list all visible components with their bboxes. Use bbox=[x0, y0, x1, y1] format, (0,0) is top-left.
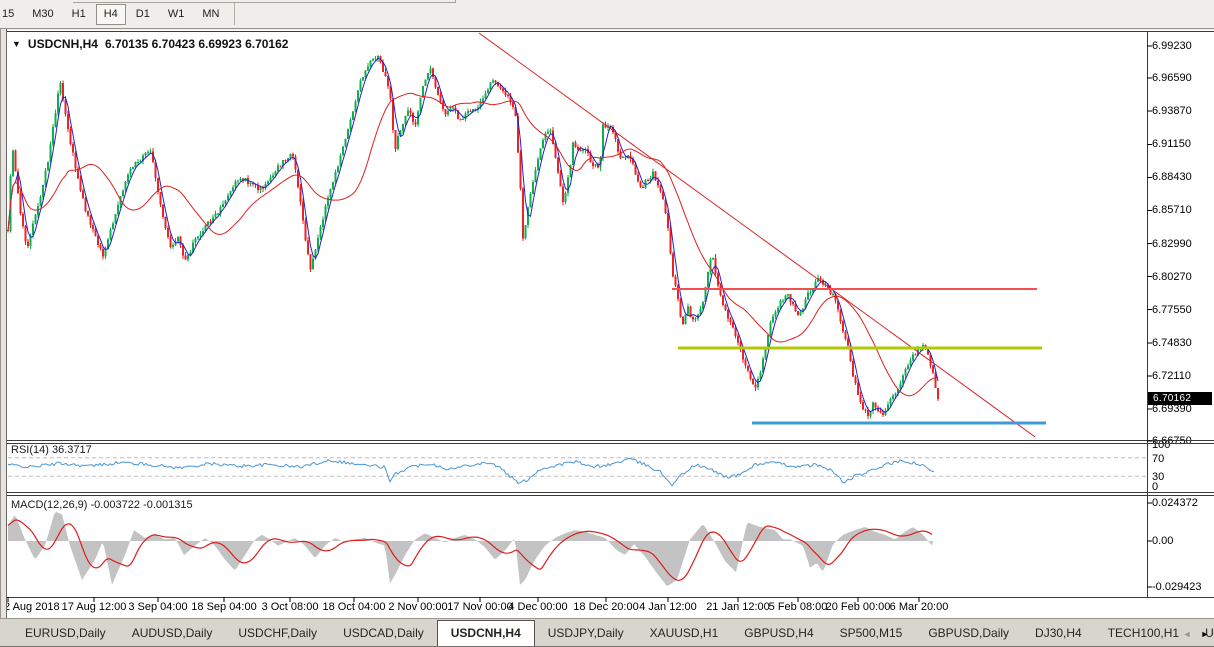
timeframe-button-W1[interactable]: W1 bbox=[167, 8, 185, 20]
time-axis-label: 21 Jan 12:00 bbox=[706, 601, 770, 613]
toolbar-separator bbox=[234, 3, 236, 25]
chart-tab-bar: EURUSD,Daily AUDUSD,Daily USDCHF,Daily USDC… bbox=[0, 620, 1214, 646]
chart-symbol-label: USDCNH,H4 bbox=[27, 37, 98, 51]
tab-USDCAD-Daily[interactable]: USDCAD,Daily bbox=[343, 626, 424, 640]
time-axis-label: 3 Oct 08:00 bbox=[261, 601, 319, 613]
rsi-axis-label: 100 bbox=[1152, 439, 1171, 451]
price-axis-label: 6.80270 bbox=[1152, 271, 1192, 283]
time-axis-label: 18 Oct 04:00 bbox=[322, 601, 386, 613]
tab-UKC[interactable]: UKC bbox=[1205, 626, 1214, 640]
tab-scroll-left-button[interactable]: ◄ bbox=[1182, 629, 1192, 639]
price-axis-label: 6.93870 bbox=[1152, 105, 1192, 117]
rsi-axis-label: 0 bbox=[1152, 481, 1159, 493]
timeframe-button-H1[interactable]: H1 bbox=[71, 8, 86, 20]
price-axis-label: 6.88430 bbox=[1152, 171, 1192, 183]
rsi-indicator-label: RSI(14) 36.3717 bbox=[11, 444, 92, 456]
price-axis-label: 6.91150 bbox=[1152, 138, 1191, 150]
tab-EURUSD-Daily[interactable]: EURUSD,Daily bbox=[25, 626, 106, 640]
tab-USDCHF-Daily[interactable]: USDCHF,Daily bbox=[238, 626, 318, 640]
tab-USDCNH-H4[interactable]: USDCNH,H4 bbox=[436, 620, 535, 646]
symbol-dropdown-icon[interactable]: ▼ bbox=[12, 39, 21, 49]
time-axis-label: 3 Sep 04:00 bbox=[128, 601, 188, 613]
chart-window[interactable] bbox=[7, 30, 1214, 618]
tab-SP500-M15[interactable]: SP500,M15 bbox=[839, 626, 903, 640]
upper-toolbar-edge bbox=[73, 0, 456, 3]
timeframe-button-MN[interactable]: MN bbox=[202, 8, 220, 20]
timeframe-toolbar: 15 M30 H1 H4 D1 W1 MN bbox=[0, 0, 1214, 29]
price-axis-label: 6.72110 bbox=[1152, 370, 1191, 382]
price-axis-label: 6.96590 bbox=[1152, 72, 1192, 84]
tab-AUDUSD-Daily[interactable]: AUDUSD,Daily bbox=[131, 626, 213, 640]
timeframe-button-H4[interactable]: H4 bbox=[95, 4, 126, 25]
timeframe-button-D1[interactable]: D1 bbox=[135, 8, 150, 20]
price-axis-label: 6.85710 bbox=[1152, 204, 1192, 216]
time-axis-label: 18 Dec 20:00 bbox=[573, 601, 639, 613]
macd-axis-label: 0.00 bbox=[1152, 535, 1174, 547]
window-left-frame bbox=[0, 29, 7, 618]
tab-scroll-right-button[interactable]: ► bbox=[1200, 629, 1210, 639]
timeframe-button-M30[interactable]: M30 bbox=[32, 8, 54, 20]
time-axis-label: 17 Aug 12:00 bbox=[61, 601, 127, 613]
price-axis-label: 6.82990 bbox=[1152, 238, 1192, 250]
price-axis-label: 6.69390 bbox=[1152, 403, 1192, 415]
time-axis-label: 4 Jan 12:00 bbox=[639, 601, 697, 613]
macd-indicator-label: MACD(12,26,9) -0.003722 -0.001315 bbox=[11, 499, 193, 511]
time-axis-label: 2 Nov 00:00 bbox=[388, 601, 448, 613]
time-axis-label: 18 Sep 04:00 bbox=[191, 601, 257, 613]
tab-GBPUSD-H4[interactable]: GBPUSD,H4 bbox=[744, 626, 814, 640]
timeframe-button-15[interactable]: 15 bbox=[2, 8, 15, 20]
time-axis-label: 20 Feb 00:00 bbox=[825, 601, 891, 613]
tabbar-splitter bbox=[0, 618, 1214, 622]
time-axis-label: 5 Feb 08:00 bbox=[768, 601, 828, 613]
price-axis-label: 6.74830 bbox=[1152, 337, 1192, 349]
price-axis-label: 6.99230 bbox=[1152, 40, 1192, 52]
macd-axis-label: -0.029423 bbox=[1152, 581, 1202, 593]
time-axis-label: 6 Mar 20:00 bbox=[889, 601, 949, 613]
tab-USDJPY-Daily[interactable]: USDJPY,Daily bbox=[547, 626, 624, 640]
tab-GBPUSD-Daily[interactable]: GBPUSD,Daily bbox=[928, 626, 1010, 640]
current-price-tag: 6.70162 bbox=[1148, 392, 1212, 405]
tab-XAUUSD-H1[interactable]: XAUUSD,H1 bbox=[649, 626, 719, 640]
tab-DJ30-H4[interactable]: DJ30,H4 bbox=[1035, 626, 1082, 640]
macd-axis-label: 0.024372 bbox=[1152, 497, 1198, 509]
price-axis-label: 6.66750 bbox=[1152, 435, 1192, 447]
chart-ohlc-values: 6.70135 6.70423 6.69923 6.70162 bbox=[104, 37, 289, 51]
tab-TECH100-H1[interactable]: TECH100,H1 bbox=[1107, 626, 1180, 640]
time-axis-label: 4 Dec 00:00 bbox=[508, 601, 568, 613]
chart-title: ▼ USDCNH,H4 6.70135 6.70423 6.69923 6.70… bbox=[12, 37, 288, 51]
time-axis-label: 17 Nov 00:00 bbox=[447, 601, 513, 613]
rsi-axis-label: 70 bbox=[1152, 453, 1165, 465]
price-axis-label: 6.77550 bbox=[1152, 304, 1192, 316]
tab-scroll-arrows: ◄ ► bbox=[1181, 625, 1211, 643]
rsi-axis-label: 30 bbox=[1152, 471, 1165, 483]
time-axis-label: 2 Aug 2018 bbox=[4, 601, 60, 613]
